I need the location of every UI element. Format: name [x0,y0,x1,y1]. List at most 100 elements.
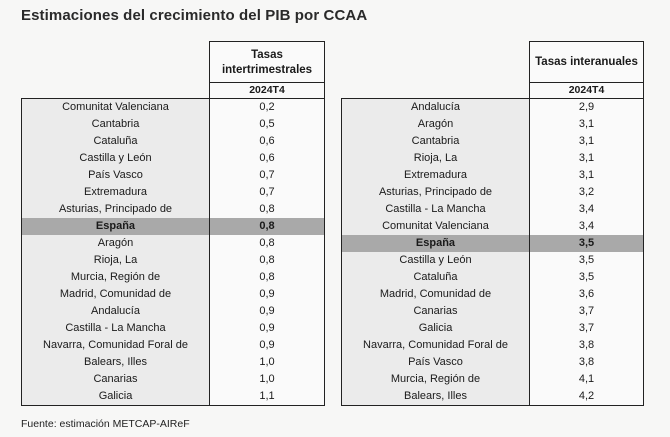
growth-value: 3,8 [529,354,644,371]
annual-rate-header: Tasas interanuales [529,41,644,83]
growth-value: 3,1 [529,133,644,150]
region-name: Murcia, Región de [341,371,530,388]
table-row: Cantabria 3,1 [341,133,644,150]
table-row: Aragón 3,1 [341,116,644,133]
growth-value: 0,5 [209,116,325,133]
growth-value: 3,1 [529,116,644,133]
region-name: Canarias [341,303,530,320]
growth-value: 0,8 [209,235,325,252]
table-row: Rioja, La 0,8 [21,252,325,269]
growth-value: 3,5 [529,269,644,286]
region-name: Cataluña [341,269,530,286]
table-row: Aragón 0,8 [21,235,325,252]
region-name: Comunitat Valenciana [341,218,530,235]
region-name: España [21,218,210,235]
growth-value: 4,2 [529,388,644,406]
growth-value: 0,8 [209,252,325,269]
table-row: Asturias, Principado de 3,2 [341,184,644,201]
source-note: Fuente: estimación METCAP-AIReF [21,418,190,430]
header-spacer [342,42,530,83]
table-row: Comunitat Valenciana 0,2 [21,98,325,116]
region-name: España [341,235,530,252]
region-name: Navarra, Comunidad Foral de [21,337,210,354]
region-name: Canarias [21,371,210,388]
region-name: Asturias, Principado de [341,184,530,201]
table-row: Comunitat Valenciana 3,4 [341,218,644,235]
growth-value: 3,8 [529,337,644,354]
region-name: Aragón [21,235,210,252]
region-name: Navarra, Comunidad Foral de [341,337,530,354]
growth-value: 2,9 [529,98,644,116]
growth-value: 3,6 [529,286,644,303]
header-line-2: intertrimestrales [221,64,313,76]
region-name: Murcia, Región de [21,269,210,286]
region-name: Castilla y León [21,150,210,167]
growth-value: 0,9 [209,337,325,354]
region-name: Comunitat Valenciana [21,98,210,116]
page-title: Estimaciones del crecimiento del PIB por… [21,7,368,24]
table-row: Madrid, Comunidad de 3,6 [341,286,644,303]
growth-value: 0,8 [209,269,325,286]
period-label: 2024T4 [529,82,644,99]
table-row-highlight: España 3,5 [341,235,644,252]
header-spacer [342,83,530,99]
table-row: País Vasco 3,8 [341,354,644,371]
growth-value: 1,0 [209,371,325,388]
growth-value: 0,9 [209,303,325,320]
growth-value: 3,4 [529,218,644,235]
growth-value: 3,7 [529,303,644,320]
growth-value: 0,9 [209,320,325,337]
table-row: País Vasco 0,7 [21,167,325,184]
region-name: Aragón [341,116,530,133]
region-name: Balears, Illes [21,354,210,371]
region-name: Rioja, La [341,150,530,167]
table-row: Castilla - La Mancha 3,4 [341,201,644,218]
growth-value: 0,9 [209,286,325,303]
growth-value: 3,1 [529,150,644,167]
growth-value: 0,6 [209,150,325,167]
growth-value: 1,1 [209,388,325,406]
growth-value: 0,8 [209,201,325,218]
region-name: Balears, Illes [341,388,530,406]
growth-value: 3,4 [529,201,644,218]
growth-value: 0,6 [209,133,325,150]
region-name: Castilla - La Mancha [341,201,530,218]
region-name: Galicia [341,320,530,337]
growth-value: 3,1 [529,167,644,184]
region-name: Andalucía [341,98,530,116]
growth-value: 1,0 [209,354,325,371]
region-name: Rioja, La [21,252,210,269]
region-name: Andalucía [21,303,210,320]
table-body: Andalucía 2,9 Aragón 3,1 Cantabria 3,1 Rioja, … [341,98,644,406]
region-name: Castilla - La Mancha [21,320,210,337]
table-row: Canarias 1,0 [21,371,325,388]
region-name: Castilla y León [341,252,530,269]
table-row: Castilla y León 0,6 [21,150,325,167]
annual-growth-table: Tasas interanuales 2024T4 Andalucía 2,9 Ar… [341,41,644,406]
region-name: País Vasco [21,167,210,184]
header-line-1: Tasas interanuales [535,55,638,68]
table-row: Murcia, Región de 4,1 [341,371,644,388]
table-row: Rioja, La 3,1 [341,150,644,167]
table-body: Comunitat Valenciana 0,2 Cantabria 0,5 Catal… [21,98,325,406]
table-row: Navarra, Comunidad Foral de 3,8 [341,337,644,354]
table-row: Cataluña 3,5 [341,269,644,286]
table-row: Extremadura 3,1 [341,167,644,184]
region-name: Cantabria [341,133,530,150]
growth-value: 3,5 [529,235,644,252]
growth-value: 0,8 [209,218,325,235]
table-row: Canarias 3,7 [341,303,644,320]
table-row: Castilla - La Mancha 0,9 [21,320,325,337]
growth-value: 0,2 [209,98,325,116]
region-name: Galicia [21,388,210,406]
table-row: Balears, Illes 1,0 [21,354,325,371]
region-name: Extremadura [21,184,210,201]
region-name: Cataluña [21,133,210,150]
region-name: Asturias, Principado de [21,201,210,218]
table-row: Castilla y León 3,5 [341,252,644,269]
table-row: Andalucía 0,9 [21,303,325,320]
table-row: Extremadura 0,7 [21,184,325,201]
table-row: Madrid, Comunidad de 0,9 [21,286,325,303]
quarterly-growth-table: Tasas intertrimestrales 2024T4 Comunitat… [21,41,325,406]
period-label: 2024T4 [209,82,325,99]
